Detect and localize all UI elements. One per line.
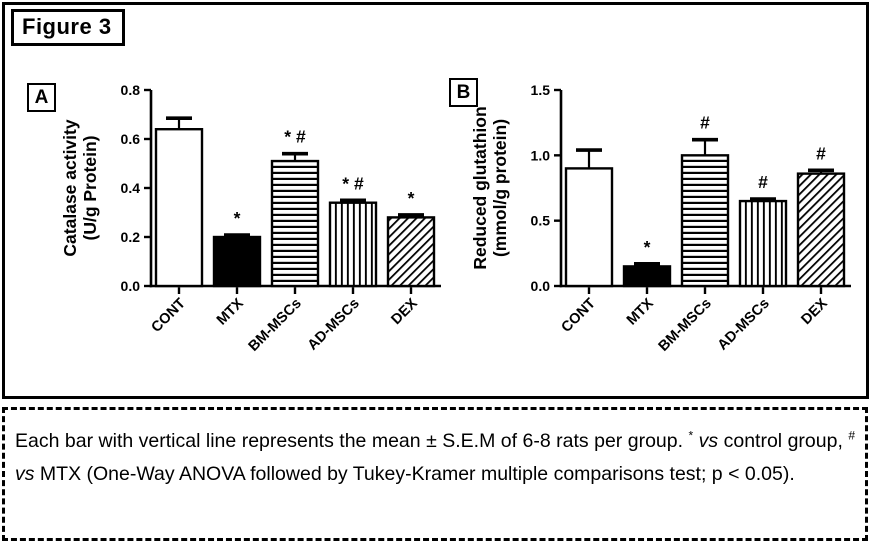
caption-segment: Each bar with vertical line represents t… <box>15 430 689 452</box>
y-tick-label: 0.0 <box>121 278 141 294</box>
x-label-CONT: CONT <box>558 295 598 335</box>
annotation-AD-MSCs: # <box>758 172 768 192</box>
caption-segment: * <box>688 428 694 443</box>
bar-DEX <box>386 216 436 288</box>
svg-text:CONT: CONT <box>148 295 188 335</box>
y-axis-title: Reduced glutathion (mmol/g protein) <box>470 106 510 269</box>
annotation-AD-MSCs: * # <box>342 173 364 193</box>
svg-text:Reduced glutathion: Reduced glutathion <box>470 106 490 269</box>
x-label-BM-MSCs: BM-MSCs <box>656 296 715 355</box>
bar-BM-MSCs <box>680 154 730 288</box>
caption-text: Each bar with vertical line represents t… <box>5 410 865 491</box>
x-label-MTX: MTX <box>214 295 247 328</box>
figure-label: Figure 3 <box>22 14 112 39</box>
y-tick-label: 0.4 <box>121 180 141 196</box>
figure-label-box: Figure 3 <box>11 9 125 46</box>
y-tick-label: 0.2 <box>121 229 141 245</box>
caption-box: Each bar with vertical line represents t… <box>2 407 868 541</box>
y-tick-label: 0.0 <box>531 278 551 294</box>
svg-text:Catalase activity: Catalase activity <box>60 119 80 256</box>
y-tick-label: 0.8 <box>121 82 141 98</box>
x-label-BM-MSCs: BM-MSCs <box>246 296 305 355</box>
chart-catalase-activity: 0.0 0.2 0.4 0.6 0.8 CONT * MTX * # BM-MSCs * # AD-M… <box>60 82 441 355</box>
caption-segment: # <box>848 428 856 443</box>
annotation-MTX: * <box>644 237 651 257</box>
caption-segment: control group, <box>718 430 849 452</box>
annotation-MTX: * <box>234 208 241 228</box>
svg-text:DEX: DEX <box>798 295 831 328</box>
annotation-BM-MSCs: # <box>700 113 710 133</box>
bar-MTX <box>212 235 262 288</box>
annotation-BM-MSCs: * # <box>284 127 306 147</box>
x-label-DEX: DEX <box>798 295 831 328</box>
x-label-CONT: CONT <box>148 295 188 335</box>
bar-CONT <box>154 128 204 288</box>
x-label-AD-MSCs: AD-MSCs <box>305 296 363 354</box>
annotation-DEX: # <box>816 143 826 163</box>
bar-BM-MSCs <box>270 159 320 288</box>
bar-AD-MSCs <box>328 201 378 288</box>
svg-text:CONT: CONT <box>558 295 598 335</box>
y-tick-label: 0.6 <box>121 131 141 147</box>
caption-segment: vs <box>15 463 35 485</box>
caption-segment: MTX (One-Way ANOVA followed by Tukey-Kra… <box>34 463 795 485</box>
panel-label-a: A <box>27 83 56 112</box>
svg-text:BM-MSCs: BM-MSCs <box>656 296 715 355</box>
annotation-DEX: * <box>408 188 415 208</box>
svg-text:(mmol/g protein): (mmol/g protein) <box>490 119 510 257</box>
svg-text:MTX: MTX <box>214 295 247 328</box>
y-tick-label: 1.0 <box>531 147 551 163</box>
svg-text:(U/g Protein): (U/g Protein) <box>80 136 100 241</box>
y-tick-label: 1.5 <box>531 82 551 98</box>
chart-reduced-glutathion: 0.0 0.5 1.0 1.5 CONT * MTX # BM-MSCs # AD-MSCs # DEX… <box>470 82 851 355</box>
y-axis-title: Catalase activity (U/g Protein) <box>60 119 100 256</box>
x-label-MTX: MTX <box>624 295 657 328</box>
svg-text:AD-MSCs: AD-MSCs <box>715 296 773 354</box>
figure-frame: Figure 3 A B 0.0 0.2 0.4 0.6 0.8 CONT * MTX * # B… <box>2 2 869 399</box>
caption-segment: vs <box>698 430 719 452</box>
svg-text:DEX: DEX <box>388 295 421 328</box>
svg-text:MTX: MTX <box>624 295 657 328</box>
y-tick-label: 0.5 <box>531 213 551 229</box>
svg-text:BM-MSCs: BM-MSCs <box>246 296 305 355</box>
bar-AD-MSCs <box>738 199 788 288</box>
panel-label-b: B <box>449 78 478 107</box>
bar-DEX <box>796 172 846 288</box>
bar-MTX <box>622 265 672 288</box>
x-label-DEX: DEX <box>388 295 421 328</box>
svg-text:AD-MSCs: AD-MSCs <box>305 296 363 354</box>
bar-CONT <box>564 167 614 288</box>
x-label-AD-MSCs: AD-MSCs <box>715 296 773 354</box>
